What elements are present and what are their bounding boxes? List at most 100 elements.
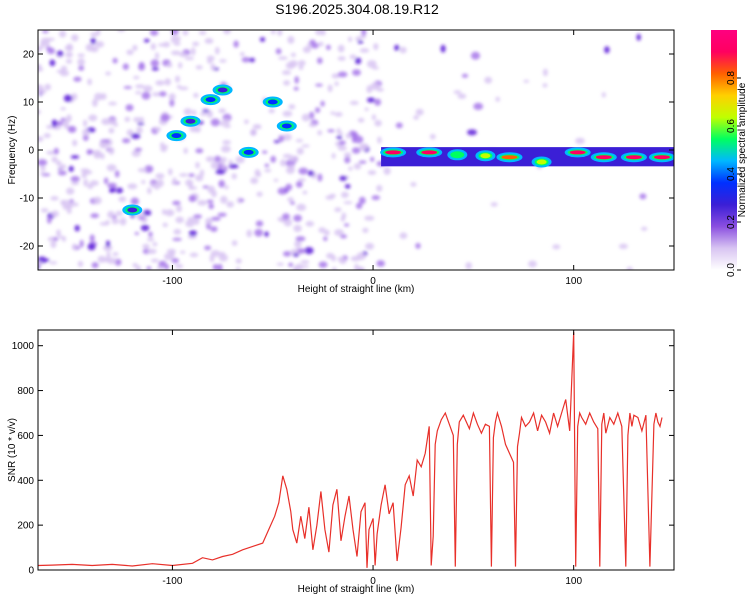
heatmap-noise-blob xyxy=(199,169,205,177)
heatmap-noise-blob xyxy=(132,263,138,268)
heatmap-noise-blob xyxy=(90,37,96,45)
heatmap-noise-blob xyxy=(293,265,299,270)
heatmap-noise-blob xyxy=(133,75,140,80)
heatmap-noise-blob xyxy=(77,53,85,58)
heatmap-noise-blob xyxy=(192,109,197,116)
heatmap-noise-blob xyxy=(44,83,51,91)
heatmap-noise-blob xyxy=(143,38,150,43)
heatmap-noise-blob xyxy=(65,59,73,64)
heatmap-noise-blob xyxy=(410,182,417,187)
heatmap-noise-blob xyxy=(309,39,316,45)
heatmap-noise-blob xyxy=(68,165,74,172)
heatmap-noise-blob xyxy=(575,137,585,145)
heatmap-noise-blob xyxy=(344,156,351,164)
heatmap-ridge-point xyxy=(452,152,463,158)
heatmap-noise-blob xyxy=(81,172,87,179)
heatmap-noise-blob xyxy=(40,165,46,171)
heatmap-noise-blob xyxy=(219,59,227,63)
heatmap-noise-blob xyxy=(334,112,343,117)
heatmap-noise-blob xyxy=(107,210,115,219)
heatmap-noise-blob xyxy=(283,251,292,257)
heatmap-y-axis-label: Frequency (Hz) xyxy=(7,116,18,185)
heatmap-noise-blob xyxy=(341,191,349,198)
heatmap-noise-blob xyxy=(115,210,124,216)
heatmap-noise-blob xyxy=(317,57,323,64)
heatmap-noise-blob xyxy=(108,147,115,155)
heatmap-noise-blob xyxy=(60,117,66,122)
heatmap-noise-blob xyxy=(250,177,259,184)
heatmap-noise-blob xyxy=(210,118,220,127)
heatmap-noise-blob xyxy=(542,83,548,88)
heatmap-noise-blob xyxy=(64,45,74,51)
heatmap-noise-blob xyxy=(246,229,253,238)
heatmap-noise-blob xyxy=(66,114,72,122)
heatmap-noise-blob xyxy=(80,168,90,173)
heatmap-noise-blob xyxy=(374,119,382,127)
heatmap-noise-blob xyxy=(51,210,59,218)
heatmap-noise-blob xyxy=(38,84,44,91)
heatmap-noise-blob xyxy=(206,55,215,62)
heatmap-noise-blob xyxy=(188,230,197,237)
heatmap-noise-blob xyxy=(352,69,361,76)
heatmap-noise-blob xyxy=(164,253,174,261)
heatmap-ridge-point xyxy=(421,150,438,155)
heatmap-noise-blob xyxy=(223,124,231,128)
heatmap-noise-blob xyxy=(298,60,306,66)
heatmap-noise-blob xyxy=(309,111,315,120)
heatmap-noise-blob xyxy=(106,164,117,172)
heatmap-noise-blob xyxy=(148,231,153,238)
heatmap-y-tick-label: 0 xyxy=(28,146,34,157)
heatmap-noise-blob xyxy=(114,170,120,178)
heatmap-noise-blob xyxy=(345,132,352,139)
heatmap-noise-blob xyxy=(137,168,148,173)
heatmap-noise-blob xyxy=(293,214,302,222)
heatmap-noise-blob xyxy=(292,253,300,257)
heatmap-x-tick-label: -100 xyxy=(162,276,182,287)
heatmap-noise-blob xyxy=(639,193,647,200)
heatmap-noise-blob xyxy=(334,207,342,212)
heatmap-noise-blob xyxy=(66,208,72,214)
heatmap-noise-blob xyxy=(150,258,160,263)
heatmap-noise-blob xyxy=(90,46,99,53)
heatmap-y-tick-label: 20 xyxy=(23,50,35,61)
heatmap-noise-blob xyxy=(199,112,209,116)
heatmap-noise-blob xyxy=(135,265,141,270)
heatmap-noise-blob xyxy=(87,183,94,190)
heatmap-ridge-point xyxy=(217,87,228,93)
colorbar-tick-label: 0.0 xyxy=(726,263,737,277)
heatmap-noise-blob xyxy=(235,258,242,264)
heatmap-noise-blob xyxy=(626,266,633,270)
heatmap-noise-blob xyxy=(124,116,131,122)
heatmap-noise-blob xyxy=(195,65,203,70)
heatmap-noise-blob xyxy=(63,94,73,103)
heatmap-noise-blob xyxy=(318,261,328,268)
heatmap-ridge-point xyxy=(171,133,182,139)
heatmap-noise-blob xyxy=(58,167,63,172)
heatmap-noise-blob xyxy=(278,56,288,60)
heatmap-noise-blob xyxy=(205,217,213,225)
heatmap-noise-blob xyxy=(601,92,606,98)
heatmap-noise-blob xyxy=(130,197,139,206)
heatmap-noise-blob xyxy=(90,32,98,37)
heatmap-noise-blob xyxy=(56,160,62,166)
heatmap-noise-blob xyxy=(355,36,361,41)
heatmap-noise-blob xyxy=(337,71,348,78)
heatmap-noise-blob xyxy=(317,130,323,136)
heatmap-noise-blob xyxy=(210,216,221,221)
heatmap-noise-blob xyxy=(270,155,277,163)
heatmap-noise-blob xyxy=(179,52,188,57)
snr-y-tick-label: 200 xyxy=(17,521,34,532)
heatmap-noise-blob xyxy=(207,110,213,118)
heatmap-y-tick-label: 10 xyxy=(23,98,35,109)
heatmap-noise-blob xyxy=(296,147,304,155)
heatmap-noise-blob xyxy=(254,169,261,177)
heatmap-noise-blob xyxy=(137,216,146,220)
heatmap-noise-blob xyxy=(288,155,299,162)
heatmap-noise-blob xyxy=(264,231,269,237)
heatmap-noise-blob xyxy=(164,78,171,86)
heatmap-noise-blob xyxy=(155,173,165,180)
heatmap-noise-blob xyxy=(99,141,108,149)
heatmap-noise-blob xyxy=(283,218,293,227)
heatmap-noise-blob xyxy=(357,117,365,123)
